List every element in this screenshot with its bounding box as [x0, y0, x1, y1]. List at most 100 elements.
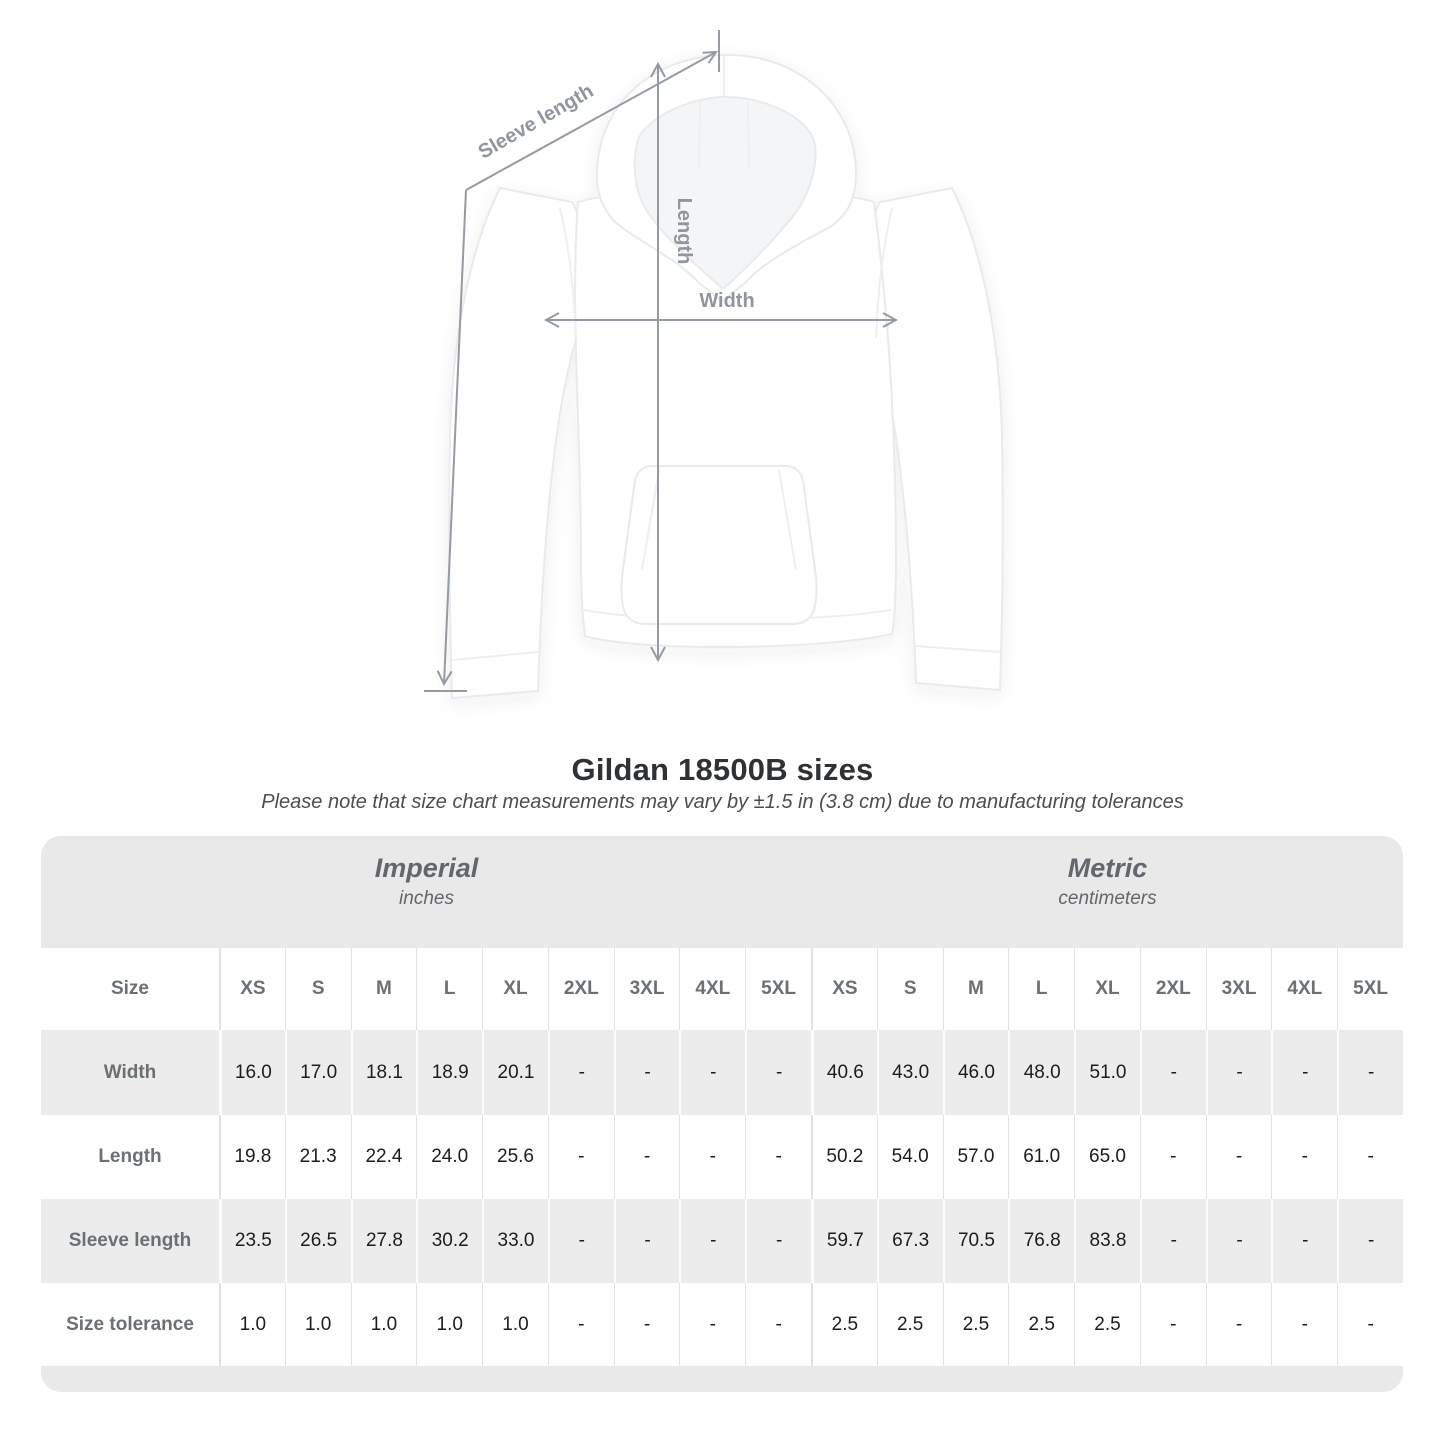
size-header-imperial-5xl: 5XL	[745, 948, 811, 1030]
value-cell: 50.2	[811, 1115, 877, 1199]
value-cell: -	[745, 1199, 811, 1283]
size-header-imperial-s: S	[284, 948, 351, 1030]
value-cell: 1.0	[350, 1283, 417, 1366]
value-cell: 18.9	[416, 1030, 483, 1115]
value-cell: 21.3	[284, 1115, 351, 1199]
value-cell: 1.0	[219, 1283, 285, 1366]
value-cell: -	[1205, 1030, 1272, 1115]
value-cell: -	[679, 1199, 746, 1283]
value-cell: 57.0	[942, 1115, 1009, 1199]
size-header-imperial-xl: XL	[482, 948, 548, 1030]
measurement-arrows	[424, 30, 899, 692]
value-cell: 2.5	[942, 1283, 1009, 1366]
metric-sublabel: centimeters	[1058, 888, 1157, 909]
value-cell: -	[1139, 1115, 1206, 1199]
value-cell: -	[679, 1115, 746, 1199]
value-cell: 27.8	[350, 1199, 417, 1283]
value-cell: 76.8	[1008, 1199, 1075, 1283]
value-cell: 1.0	[416, 1283, 483, 1366]
value-cell: 16.0	[219, 1030, 285, 1115]
pocket-opening-seams	[641, 469, 797, 571]
value-cell: 61.0	[1008, 1115, 1075, 1199]
value-cell: 65.0	[1074, 1115, 1140, 1199]
value-cell: 25.6	[482, 1115, 548, 1199]
row-label-sleeve-length: Sleeve length	[41, 1199, 219, 1283]
value-cell: 22.4	[350, 1115, 417, 1199]
value-cell: 2.5	[811, 1283, 877, 1366]
size-header-imperial-l: L	[416, 948, 483, 1030]
hood-opening	[633, 95, 817, 291]
value-cell: -	[1337, 1199, 1403, 1283]
value-cell: 48.0	[1008, 1030, 1075, 1115]
value-cell: 59.7	[811, 1199, 877, 1283]
value-cell: -	[1271, 1283, 1338, 1366]
value-cell: 2.5	[1008, 1283, 1075, 1366]
value-cell: -	[679, 1030, 746, 1115]
value-cell: 26.5	[284, 1199, 351, 1283]
row-label-width: Width	[41, 1030, 219, 1115]
value-cell: -	[1271, 1030, 1338, 1115]
value-cell: -	[1139, 1283, 1206, 1366]
size-header-metric-xs: XS	[811, 948, 877, 1030]
value-cell: -	[1337, 1030, 1403, 1115]
size-grid: Size XS S M L XL 2XL 3XL 4XL 5XL XS S M L XL 2XL 3XL 4XL 5…	[41, 948, 1403, 1366]
size-header-metric-s: S	[876, 948, 943, 1030]
value-cell: 43.0	[876, 1030, 943, 1115]
value-cell: 18.1	[350, 1030, 417, 1115]
size-header-imperial-m: M	[350, 948, 417, 1030]
value-cell: -	[679, 1283, 746, 1366]
value-cell: 17.0	[284, 1030, 351, 1115]
size-header-metric-xl: XL	[1074, 948, 1140, 1030]
value-cell: -	[547, 1115, 614, 1199]
size-header-imperial-2xl: 2XL	[547, 948, 614, 1030]
size-header-metric-m: M	[942, 948, 1009, 1030]
value-cell: 24.0	[416, 1115, 483, 1199]
value-cell: -	[613, 1199, 680, 1283]
value-cell: 67.3	[876, 1199, 943, 1283]
value-cell: 33.0	[482, 1199, 548, 1283]
value-cell: 70.5	[942, 1199, 1009, 1283]
value-cell: -	[547, 1283, 614, 1366]
value-cell: -	[1337, 1283, 1403, 1366]
value-cell: 51.0	[1074, 1030, 1140, 1115]
value-cell: -	[1271, 1115, 1338, 1199]
value-cell: 83.8	[1074, 1199, 1140, 1283]
value-cell: 23.5	[219, 1199, 285, 1283]
size-header-imperial-3xl: 3XL	[613, 948, 680, 1030]
hoodie-measurement-diagram: Sleeve length Length Width	[424, 30, 1004, 700]
length-arrow	[650, 61, 666, 663]
value-cell: -	[745, 1030, 811, 1115]
value-cell: 54.0	[876, 1115, 943, 1199]
width-arrow	[543, 312, 899, 328]
size-header-metric-4xl: 4XL	[1271, 948, 1338, 1030]
size-header-metric-2xl: 2XL	[1139, 948, 1206, 1030]
size-table: Imperial inches Metric centimeters Size X…	[41, 836, 1403, 1392]
sleeve-length-arrow	[424, 50, 718, 692]
size-header-metric-3xl: 3XL	[1205, 948, 1272, 1030]
hoodie-pocket	[620, 465, 818, 625]
tolerance-note: Please note that size chart measurements…	[261, 791, 1184, 813]
size-header-imperial-4xl: 4XL	[679, 948, 746, 1030]
imperial-label: Imperial	[374, 853, 479, 883]
value-cell: 1.0	[284, 1283, 351, 1366]
table-footer	[41, 1366, 1403, 1392]
value-cell: -	[1205, 1115, 1272, 1199]
value-cell: -	[1205, 1283, 1272, 1366]
value-cell: 40.6	[811, 1030, 877, 1115]
page-title: Gildan 18500B sizes	[571, 752, 874, 787]
hoodie-illustration	[448, 53, 1004, 700]
metric-label: Metric	[1067, 853, 1148, 883]
value-cell: 46.0	[942, 1030, 1009, 1115]
metric-unit-header: Metric centimeters	[812, 836, 1403, 948]
unit-header-band: Imperial inches Metric centimeters	[41, 836, 1403, 948]
value-cell: -	[1139, 1030, 1206, 1115]
size-header-imperial-xs: XS	[219, 948, 285, 1030]
value-cell: -	[1139, 1199, 1206, 1283]
value-cell: -	[613, 1030, 680, 1115]
value-cell: -	[547, 1030, 614, 1115]
imperial-sublabel: inches	[399, 888, 454, 909]
size-header-metric-l: L	[1008, 948, 1075, 1030]
size-column-label: Size	[41, 948, 219, 1030]
value-cell: 1.0	[482, 1283, 548, 1366]
